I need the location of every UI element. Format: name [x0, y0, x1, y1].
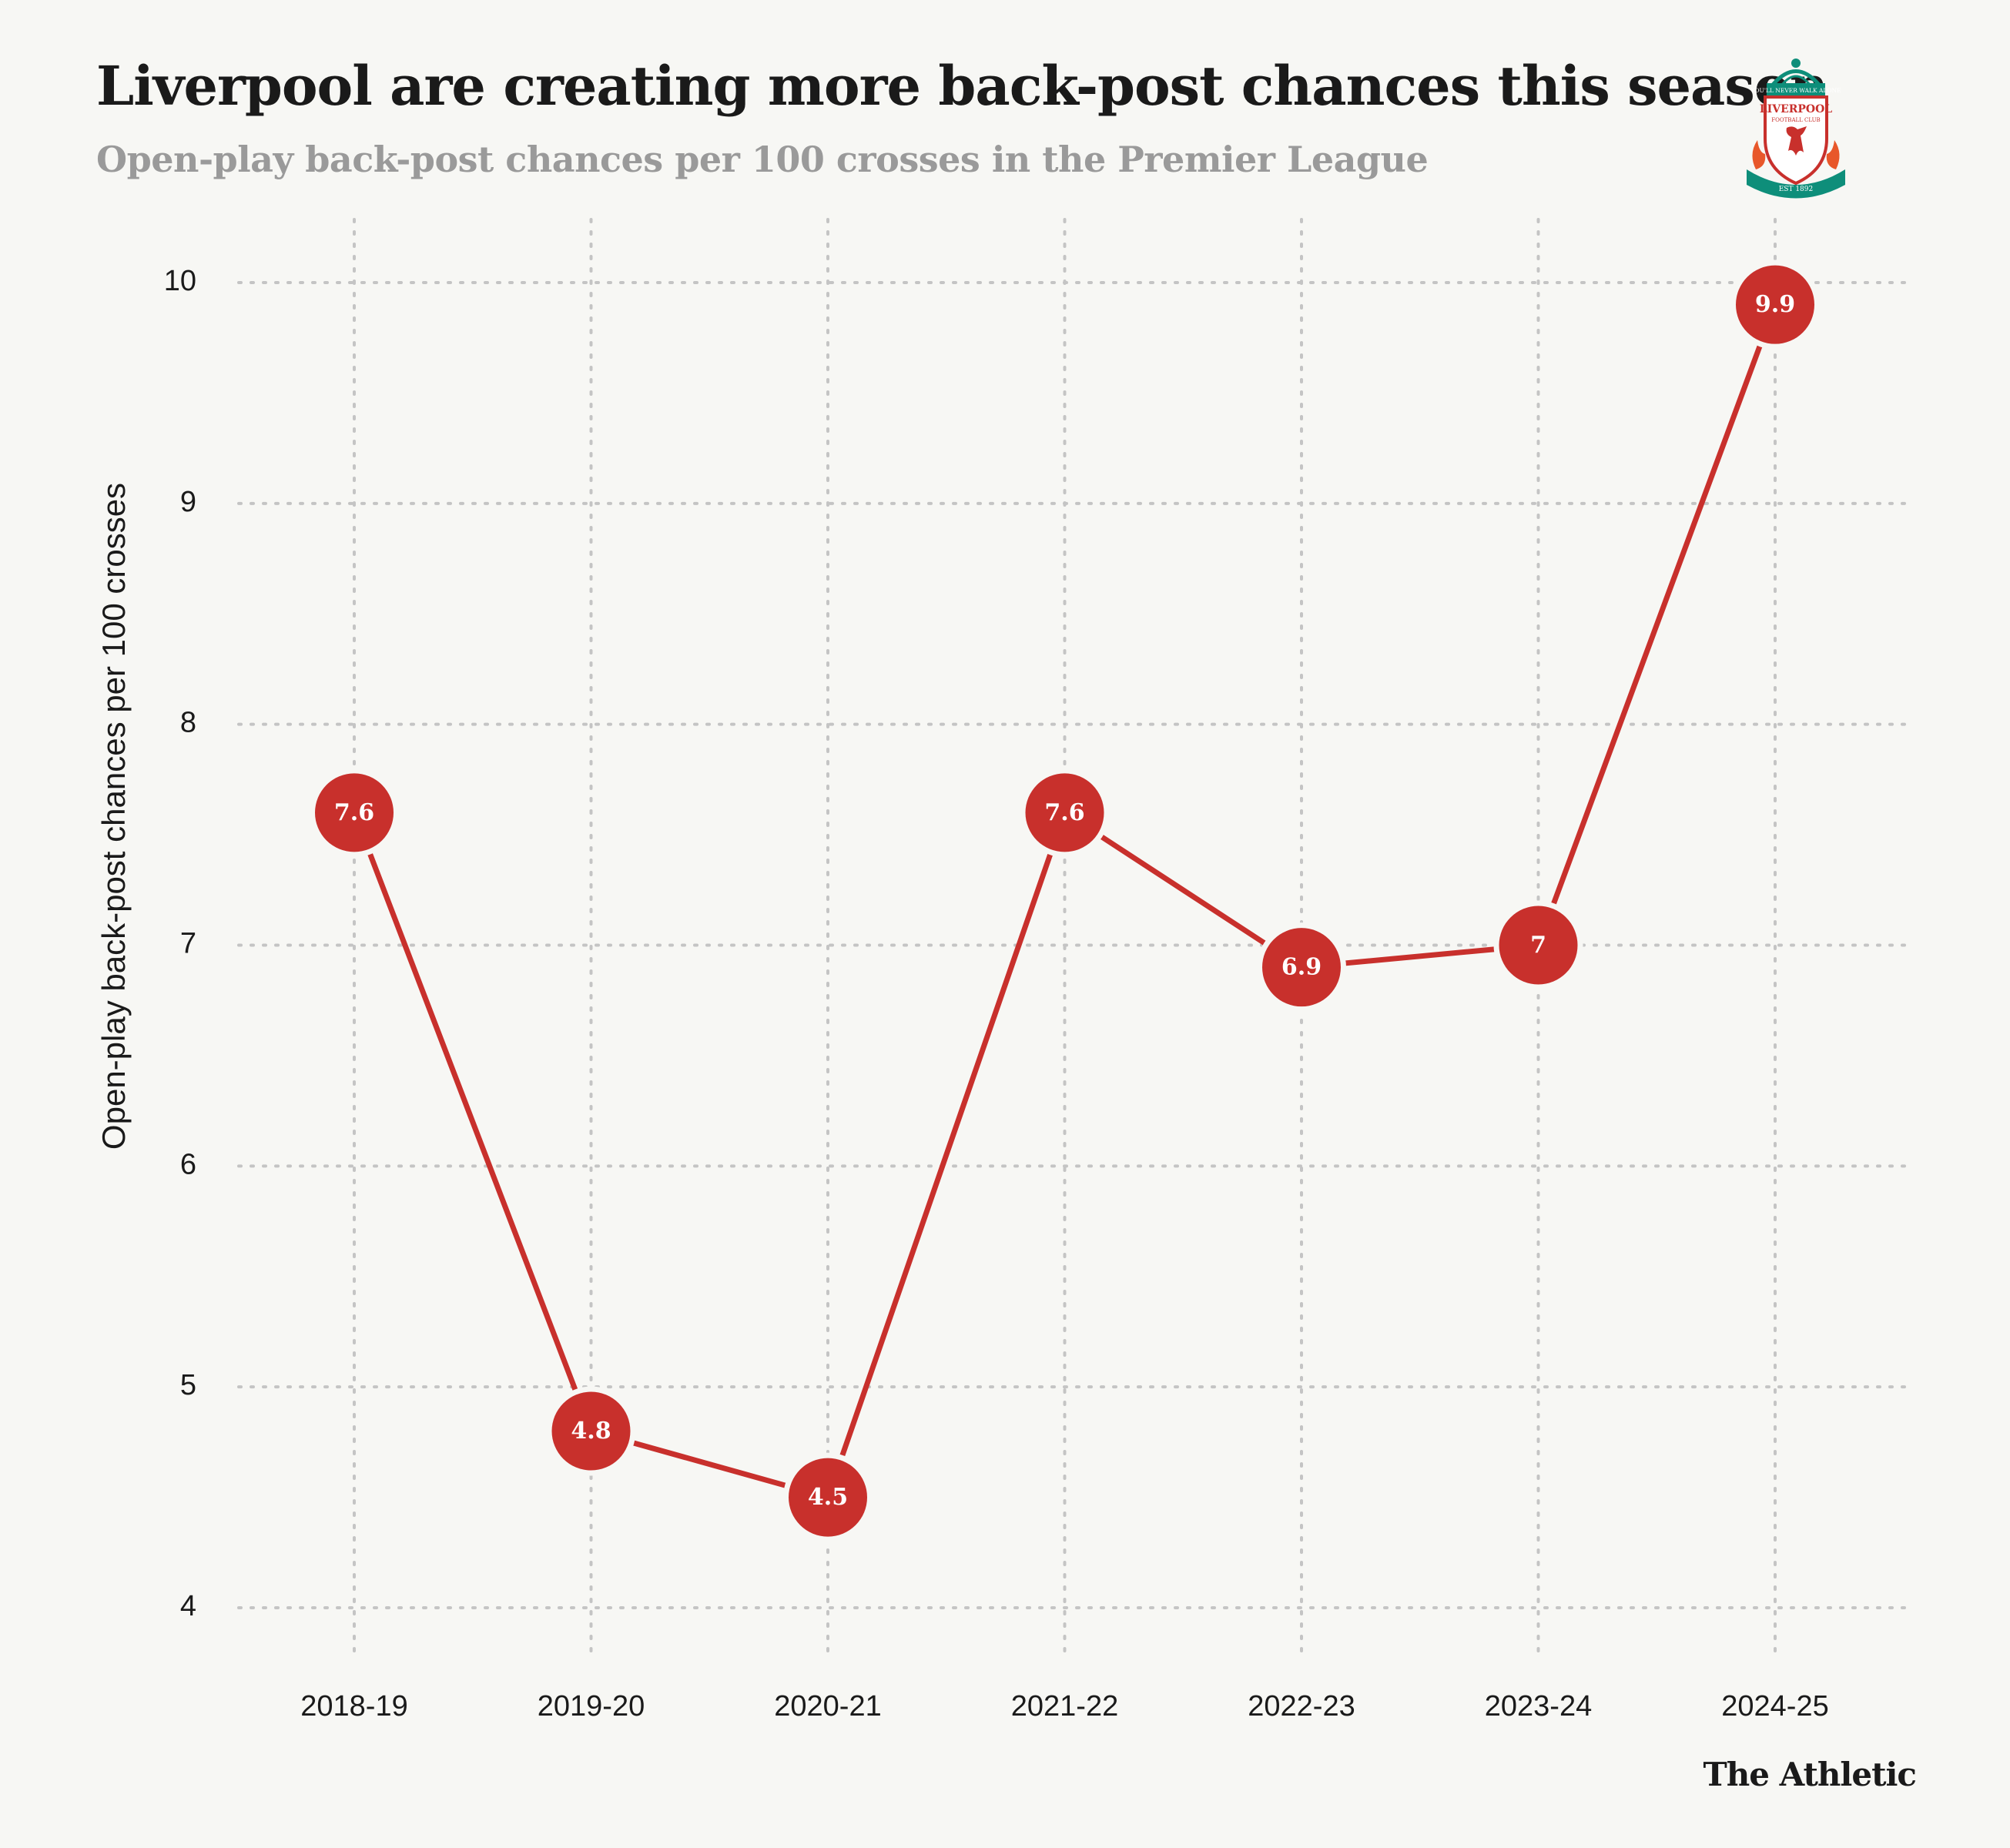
data-point [1736, 265, 1814, 344]
chart-subtitle: Open-play back-post chances per 100 cros… [96, 139, 1429, 180]
data-point [1025, 773, 1104, 852]
y-tick-label: 5 [180, 1369, 196, 1401]
crest-gate: YOU'LL NEVER WALK ALONE [1750, 59, 1841, 95]
crest-est: EST 1892 [1779, 186, 1814, 193]
crest-liverbird [1786, 126, 1807, 156]
crest-flame-right [1826, 140, 1840, 169]
crest-ribbon [1747, 169, 1845, 199]
y-axis-label: Open-play back-post chances per 100 cros… [95, 482, 132, 1150]
data-point [551, 1391, 631, 1471]
grid-layer [237, 218, 1915, 1657]
liverpool-fc-crest-icon: YOU'LL NEVER WALK ALONE LIVERPOOL FOOTBA… [1747, 59, 1845, 199]
the-athletic-logo: The Athletic [1703, 1756, 1917, 1793]
y-tick-label: 4 [180, 1590, 196, 1622]
x-tick-label: 2019-20 [538, 1690, 645, 1722]
data-point [1262, 928, 1341, 1007]
crest-club-sub: FOOTBALL CLUB [1771, 117, 1820, 123]
y-tick-label: 6 [180, 1148, 196, 1180]
x-tick-label: 2020-21 [774, 1690, 881, 1722]
y-tick-label: 8 [180, 707, 196, 739]
x-tick-label: 2023-24 [1485, 1690, 1592, 1722]
chart-title: Liverpool are creating more back-post ch… [96, 54, 1828, 118]
x-tick-label: 2018-19 [300, 1690, 407, 1722]
crest-flame-left [1752, 140, 1766, 169]
data-label: 7.6 [334, 799, 374, 826]
crest-motto: YOU'LL NEVER WALK ALONE [1750, 87, 1841, 94]
x-tick-label: 2021-22 [1011, 1690, 1118, 1722]
data-label: 4.5 [808, 1484, 848, 1511]
data-label: 4.8 [571, 1418, 611, 1445]
data-point [789, 1458, 867, 1537]
data-label: 6.9 [1281, 954, 1322, 981]
y-tick-label: 9 [180, 486, 196, 518]
axis-layer: 4 5 6 7 8 9 10 2018-19 2019-20 2020-21 2021-22 2022… [164, 265, 1829, 1722]
point-layer: 7.6 4.8 4.5 7.6 6.9 7 9.9 [310, 259, 1820, 1542]
data-point [315, 773, 394, 852]
data-label: 7 [1530, 932, 1546, 959]
x-tick-label: 2022-23 [1248, 1690, 1355, 1722]
data-point [1499, 906, 1578, 985]
x-tick-label: 2024-25 [1721, 1690, 1828, 1722]
data-label: 7.6 [1044, 799, 1084, 826]
y-tick-label: 10 [164, 265, 196, 297]
crest-club-name: LIVERPOOL [1760, 103, 1832, 116]
y-tick-label: 7 [180, 928, 196, 960]
data-label: 9.9 [1755, 291, 1795, 318]
